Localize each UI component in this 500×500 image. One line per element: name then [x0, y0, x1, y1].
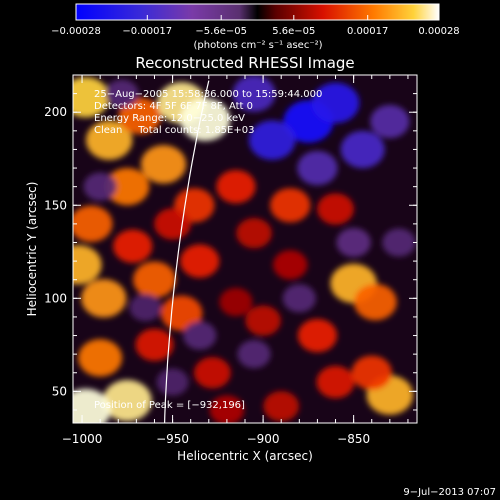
annotation-time-range: 25−Aug−2005 15:58:36.000 to 15:59:44.000: [94, 89, 322, 100]
heatmap-blob: [245, 305, 281, 336]
heatmap-blob: [311, 82, 360, 124]
annotation-energy-range: Energy Range: 12.0−25.0 keV: [94, 113, 245, 124]
colorbar-tick-label: 0.00028: [418, 26, 459, 37]
heatmap-blob: [102, 379, 152, 422]
heatmap-blob: [351, 355, 392, 390]
heatmap-blob: [282, 284, 316, 313]
solar-limb-line: [164, 80, 210, 423]
heatmap-blob: [86, 120, 133, 160]
heatmap-blob: [81, 279, 127, 318]
x-axis-label: Heliocentric X (arcsec): [177, 449, 313, 463]
heatmap-blob: [73, 77, 110, 118]
colorbar-tick-label: −5.6e−05: [195, 26, 247, 37]
heatmap-blob: [83, 172, 117, 201]
heatmap-blob: [105, 79, 139, 108]
colorbar-tick-label: 5.6e−05: [272, 26, 315, 37]
heatmap-blob: [133, 261, 176, 298]
heatmap-blob: [232, 75, 276, 112]
heatmap-blob: [263, 391, 300, 422]
heatmap-blob: [180, 98, 231, 141]
heatmap-blob: [316, 365, 355, 399]
heatmap-blob: [209, 395, 245, 423]
heatmap-blob: [297, 318, 338, 353]
y-tick-label: 50: [52, 384, 67, 398]
heatmap-blob: [353, 283, 397, 321]
heatmap-blob: [180, 244, 220, 278]
colorbar-tick-label: −0.00028: [51, 26, 101, 37]
heatmap-blob: [129, 294, 162, 322]
heatmap-blob: [248, 120, 296, 160]
x-tick-label: −1000: [62, 432, 103, 446]
y-tick-label: 100: [44, 291, 67, 305]
timestamp: 9−Jul−2013 07:07: [403, 487, 496, 498]
colorbar-ticks: −0.00028 −0.00017 −5.6e−05 5.6e−05 0.00017 0.…: [51, 15, 460, 37]
y-axis-label: Heliocentric Y (arcsec): [25, 182, 39, 317]
heatmap-blob: [73, 245, 102, 285]
axis-ticks: −1000 −950 −900 −850 50 100 150 200: [44, 74, 417, 446]
heatmap-blob: [118, 97, 162, 135]
x-tick-label: −900: [247, 432, 280, 446]
x-tick-label: −950: [156, 432, 189, 446]
chart-title: Reconstructed RHESSI Image: [135, 54, 354, 72]
x-tick-label: −850: [337, 432, 370, 446]
heatmap-blob: [317, 193, 354, 225]
peak-position-label: Position of Peak = [−932,196]: [94, 400, 245, 411]
heatmap-blob: [183, 321, 217, 350]
heatmap-blob: [105, 167, 150, 206]
heatmap-blob: [135, 328, 174, 361]
heatmap-image: [73, 75, 417, 423]
y-tick-label: 150: [44, 198, 67, 212]
annotation-detectors: Detectors: 4F 5F 6F 7F 8F, Att 0: [94, 101, 253, 112]
colorbar-tick-label: −0.00017: [122, 26, 172, 37]
heatmap-blob: [273, 250, 308, 280]
heatmap-blob: [340, 130, 385, 169]
colorbar-unit-label: (photons cm⁻² s⁻¹ asec⁻²): [193, 40, 322, 51]
heatmap-blob: [370, 104, 410, 139]
heatmap-blob: [236, 218, 272, 249]
heatmap-blob: [237, 340, 271, 369]
colorbar: [75, 3, 440, 21]
heatmap-blob: [140, 145, 187, 184]
heatmap-blob: [219, 287, 253, 317]
heatmap-blob: [113, 229, 153, 263]
heatmap-blob: [194, 357, 231, 389]
heatmap-blob: [382, 228, 416, 257]
heatmap-blob: [216, 169, 256, 204]
heatmap-blob: [156, 368, 189, 396]
heatmap-blob: [270, 188, 311, 223]
heatmap-blob: [336, 227, 371, 258]
annotation-clean-counts: Clean Total counts: 1.85E+03: [94, 125, 254, 136]
colorbar-tick-label: 0.00017: [347, 26, 388, 37]
heatmap-blob: [297, 150, 338, 186]
y-tick-label: 200: [44, 105, 67, 119]
heatmap-blob: [78, 339, 123, 377]
heatmap-blob: [73, 205, 113, 243]
heatmap-blob: [73, 388, 111, 423]
heatmap-blob: [154, 208, 191, 240]
